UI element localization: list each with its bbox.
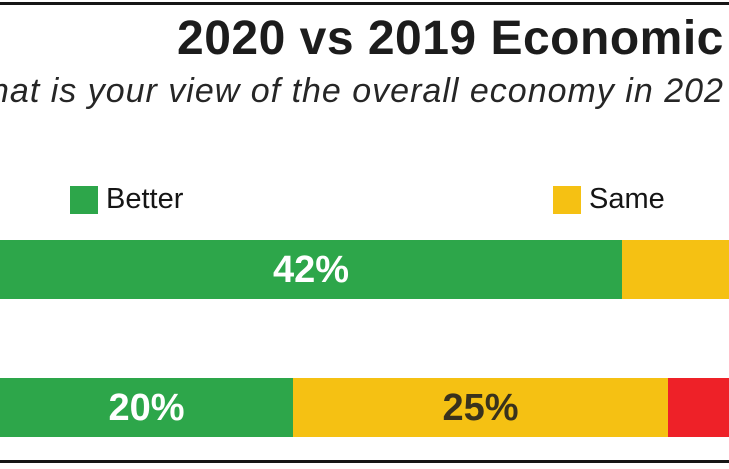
- legend-item-same: Same: [553, 185, 665, 214]
- bottom-divider: [0, 460, 729, 463]
- legend-swatch-better: [70, 185, 98, 214]
- legend-label-same: Same: [589, 183, 665, 215]
- chart-subtitle: hat is your view of the overall economy …: [0, 72, 724, 110]
- legend-label-better: Better: [106, 183, 184, 215]
- legend-item-better: Better: [70, 185, 183, 214]
- bar-row-bottom: 20% 25%: [0, 378, 729, 437]
- legend-swatch-same: [553, 185, 581, 214]
- segment-value-label: 25%: [442, 386, 519, 429]
- top-divider: [0, 2, 729, 5]
- bar-segment-better: 20%: [0, 378, 293, 437]
- segment-value-label: 20%: [108, 386, 185, 429]
- chart-title: 2020 vs 2019 Economic: [177, 12, 724, 65]
- bar-segment-same: 25%: [293, 378, 668, 437]
- segment-value-label: 42%: [272, 248, 350, 291]
- bar-segment-same-clipped: [622, 240, 729, 299]
- bar-segment-better: 42%: [0, 240, 622, 299]
- bar-segment-worse-clipped: [668, 378, 729, 437]
- bar-row-top: 42%: [0, 240, 729, 299]
